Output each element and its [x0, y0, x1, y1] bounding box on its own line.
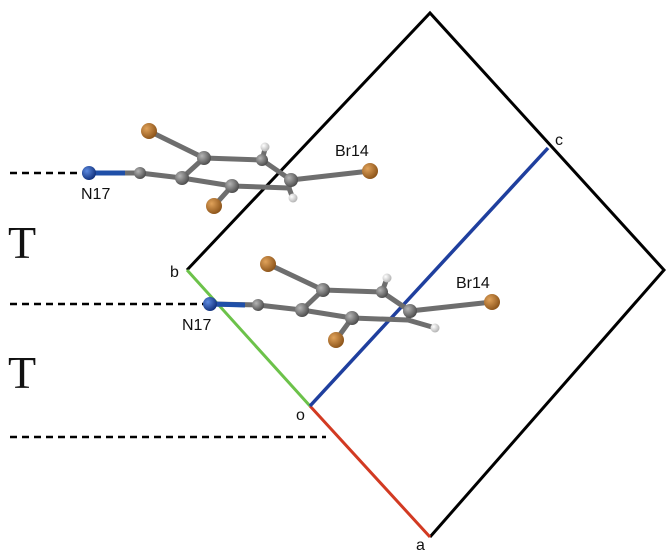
axis-b-line [185, 268, 312, 408]
atom-label-br14-lower: Br14 [456, 275, 490, 292]
axis-label-origin: o [296, 407, 305, 424]
axis-label-a: a [416, 537, 425, 550]
layer-label-upper: T [8, 217, 36, 268]
atom-n17-upper [82, 166, 96, 180]
atom-br-lower-bottom [328, 332, 344, 348]
atom-label-br14-upper: Br14 [335, 143, 369, 160]
molecule-lower [203, 256, 500, 348]
axis-label-c: c [555, 132, 563, 149]
layer-label-lower: T [8, 347, 36, 398]
axis-label-b: b [170, 264, 179, 281]
molecule-upper [82, 123, 378, 214]
atom-label-n17-lower: N17 [182, 317, 211, 334]
atom-br-upper-bottom [206, 198, 222, 214]
axis-a-line [308, 404, 432, 539]
atom-br14-upper [362, 163, 378, 179]
atom-label-n17-upper: N17 [81, 186, 110, 203]
unit-cell-outline [185, 10, 666, 538]
axis-c-line [308, 146, 550, 408]
atom-n17-lower [203, 297, 217, 311]
atom-br14-lower [484, 294, 500, 310]
atom-br-lower-left [260, 256, 276, 272]
atom-br-upper-left [141, 123, 157, 139]
